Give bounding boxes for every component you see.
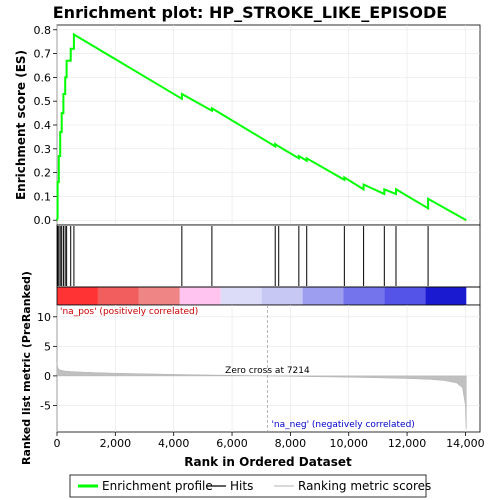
- enrichment-profile-line: [56, 32, 467, 222]
- rank-bar-segment: [138, 287, 180, 305]
- legend-box: [69, 474, 427, 498]
- x-tick-label: 14,000: [446, 437, 485, 450]
- metric-y-axis: -5 0 5 10: [37, 311, 57, 412]
- rank-bar-segment: [261, 287, 303, 305]
- x-axis: 0 2,000 4,000 6,000 8,000 10,000 12,000 14,000: [54, 432, 485, 450]
- chart-title: Enrichment plot: HP_STROKE_LIKE_EPISODE: [53, 3, 447, 22]
- metric-panel: [56, 304, 481, 433]
- metric-y-tick-label: 5: [44, 340, 51, 353]
- legend-label: Enrichment profile: [102, 479, 213, 493]
- es-y-axis: 0.0 0.1 0.2 0.3 0.4 0.5 0.6 0.7 0.8: [34, 24, 57, 227]
- metric-y-tick-label: 10: [37, 311, 51, 324]
- rank-bar-segment: [97, 287, 139, 305]
- rank-color-bar: [57, 287, 467, 305]
- metric-y-axis-label: Ranked list metric (PreRanked): [20, 271, 33, 465]
- rank-bar-segment: [302, 287, 344, 305]
- metric-y-tick-label: -5: [40, 399, 51, 412]
- es-y-tick-label: 0.1: [34, 190, 52, 203]
- x-axis-label: Rank in Ordered Dataset: [184, 455, 352, 469]
- pos-annotation: 'na_pos' (positively correlated): [60, 307, 198, 317]
- legend-label: Ranking metric scores: [298, 479, 431, 493]
- es-y-tick-label: 0.6: [34, 71, 52, 84]
- x-tick-label: 6,000: [216, 437, 248, 450]
- rank-bar-segment: [425, 287, 467, 305]
- es-y-tick-label: 0.2: [34, 167, 52, 180]
- x-tick-label: 2,000: [100, 437, 132, 450]
- rank-bar-segment: [343, 287, 385, 305]
- rank-bar-segment: [179, 287, 221, 305]
- es-y-tick-label: 0.3: [34, 143, 52, 156]
- es-y-tick-label: 0.8: [34, 24, 52, 37]
- rank-bar-segment: [384, 287, 426, 305]
- x-tick-label: 0: [54, 437, 61, 450]
- zero-cross-annotation: Zero cross at 7214: [225, 366, 310, 376]
- es-y-tick-label: 0.7: [34, 48, 52, 61]
- metric-y-tick-label: 0: [44, 370, 51, 383]
- rank-bar-segment: [220, 287, 262, 305]
- x-tick-label: 4,000: [158, 437, 190, 450]
- x-tick-label: 12,000: [388, 437, 427, 450]
- hit-markers: [57, 226, 429, 286]
- legend: Enrichment profile Hits Ranking metric sco…: [78, 479, 431, 493]
- neg-annotation: 'na_neg' (negatively correlated): [271, 420, 414, 430]
- es-y-tick-label: 0.0: [34, 214, 52, 227]
- hits-panel: [56, 224, 481, 288]
- x-tick-label: 10,000: [329, 437, 368, 450]
- ranking-metric-area: [56, 362, 467, 430]
- x-tick-label: 8,000: [275, 437, 307, 450]
- rank-bar-segment: [57, 287, 98, 305]
- es-y-tick-label: 0.4: [34, 119, 52, 132]
- es-y-tick-label: 0.5: [34, 95, 52, 108]
- legend-label: Hits: [230, 479, 253, 493]
- es-y-axis-label: Enrichment score (ES): [14, 50, 28, 200]
